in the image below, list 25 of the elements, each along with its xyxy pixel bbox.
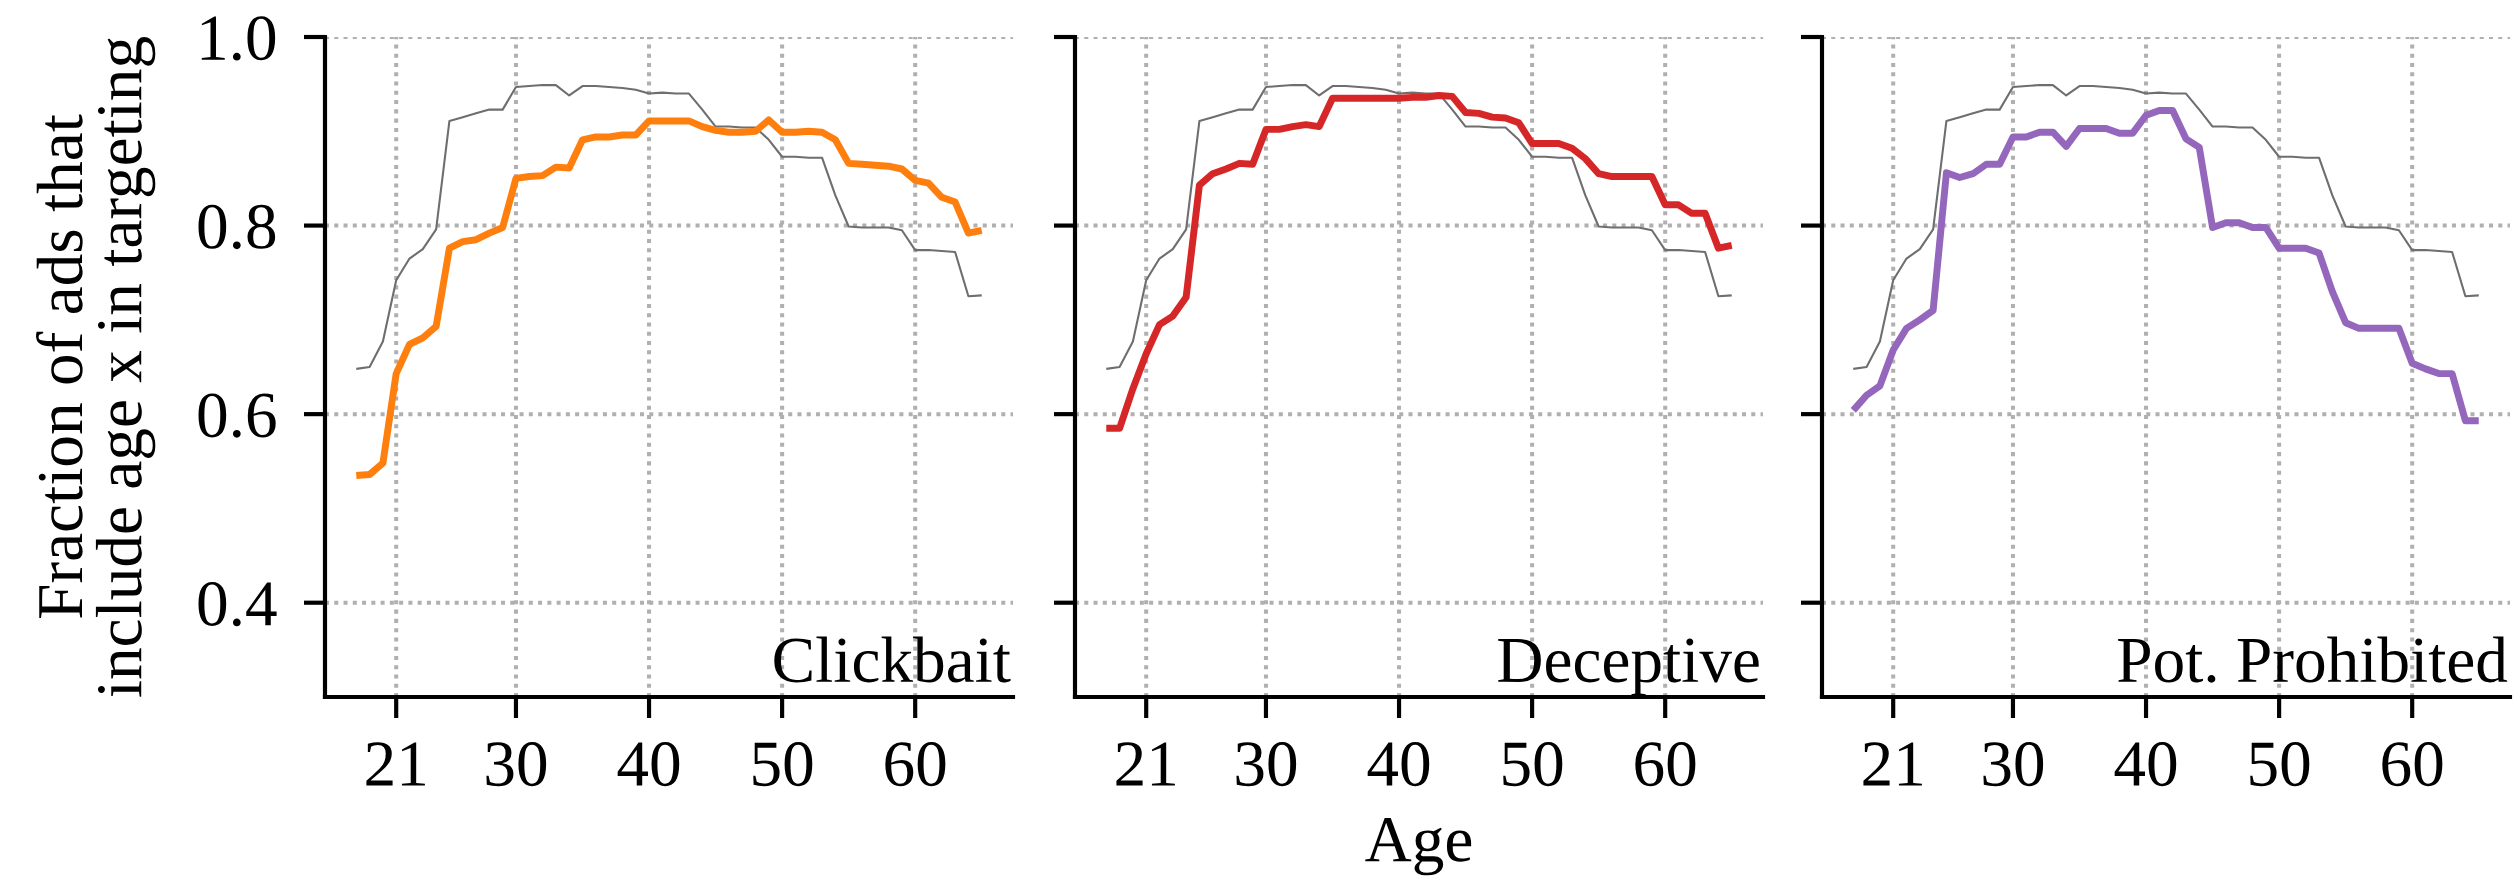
x-tick-label: 60: [885, 742, 946, 787]
x-tick-label: 60: [2382, 742, 2443, 787]
x-tick-label: 21: [1863, 742, 1922, 786]
x-tick-label: 50: [753, 742, 813, 787]
x-tick-label: 40: [2114, 742, 2177, 787]
text: Deceptive: [1498, 638, 1759, 696]
y-tick-label: 0.4: [198, 581, 277, 627]
x-tick-label: 40: [617, 742, 680, 787]
y-tick-label: 0.6: [198, 393, 276, 438]
y-axis-title: Fraction of ads that include age x in targeting: [36, 37, 156, 697]
text: Clickbait: [774, 636, 1011, 683]
x-tick-label: 30: [486, 742, 547, 787]
x-tick-label: 50: [2250, 742, 2310, 787]
x-tick-label: 21: [1116, 742, 1175, 786]
x-tick-label: 50: [1503, 742, 1563, 787]
text: Pot. Prohibited: [2118, 636, 2508, 683]
x-tick-label: 30: [1983, 742, 2044, 787]
x-tick-label: 40: [1367, 742, 1430, 787]
x-tick-label: 60: [1635, 742, 1696, 787]
x-axis-title: Age: [1365, 818, 1472, 876]
y-tick-label: 0.8: [198, 204, 276, 250]
y-tick-label: 1.0: [201, 16, 276, 61]
line-series: [355, 84, 983, 370]
x-tick-label: 21: [366, 742, 425, 786]
x-tick-label: 30: [1236, 742, 1297, 787]
